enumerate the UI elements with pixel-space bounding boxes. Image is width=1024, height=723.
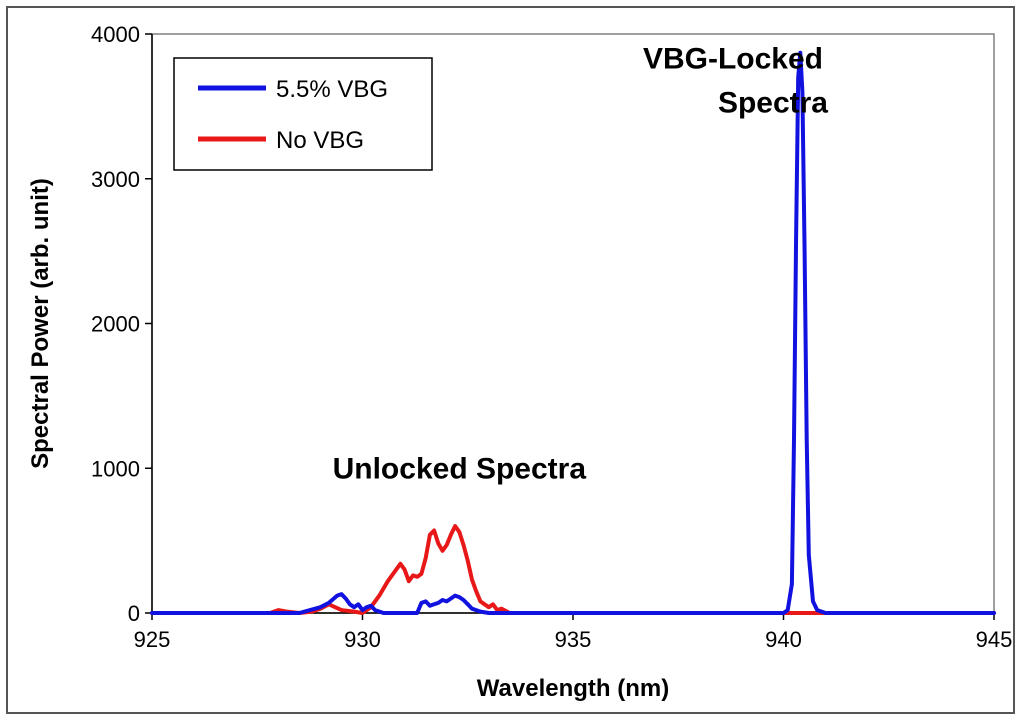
annotation-vbg-locked-line1: VBG-Locked	[643, 43, 823, 76]
chart-frame: 925 930 935 940 945 0 1000 2000 3000 4000 Wavele…	[6, 6, 1015, 714]
series-layer	[150, 50, 996, 615]
x-tick-label: 930	[344, 627, 381, 652]
annotation-vbg-locked-line2: Spectra	[718, 87, 828, 120]
legend-label-vbg: 5.5% VBG	[276, 76, 388, 103]
y-tick-label: 0	[128, 601, 140, 626]
y-tick-label: 1000	[91, 456, 140, 481]
series-line-vbg	[150, 50, 996, 615]
legend: 5.5% VBG No VBG	[173, 57, 433, 171]
legend-label-no-vbg: No VBG	[276, 127, 364, 154]
x-axis-title: Wavelength (nm)	[477, 675, 669, 702]
spectrum-chart: 925 930 935 940 945 0 1000 2000 3000 4000 Wavele…	[27, 22, 1013, 702]
series-line-no-vbg	[150, 524, 996, 615]
y-tick-label: 3000	[91, 167, 140, 192]
annotation-unlocked-spectra: Unlocked Spectra	[333, 452, 587, 485]
x-tick-label: 935	[555, 627, 592, 652]
y-tick-label: 4000	[91, 22, 140, 47]
legend-box	[173, 57, 433, 171]
x-tick-label: 945	[976, 627, 1013, 652]
y-axis-title: Spectral Power (arb. unit)	[27, 178, 54, 469]
x-axis-ticks: 925 930 935 940 945	[134, 613, 1013, 652]
y-axis-ticks: 0 1000 2000 3000 4000	[91, 22, 152, 626]
x-tick-label: 925	[134, 627, 171, 652]
y-tick-label: 2000	[91, 312, 140, 337]
x-tick-label: 940	[765, 627, 802, 652]
